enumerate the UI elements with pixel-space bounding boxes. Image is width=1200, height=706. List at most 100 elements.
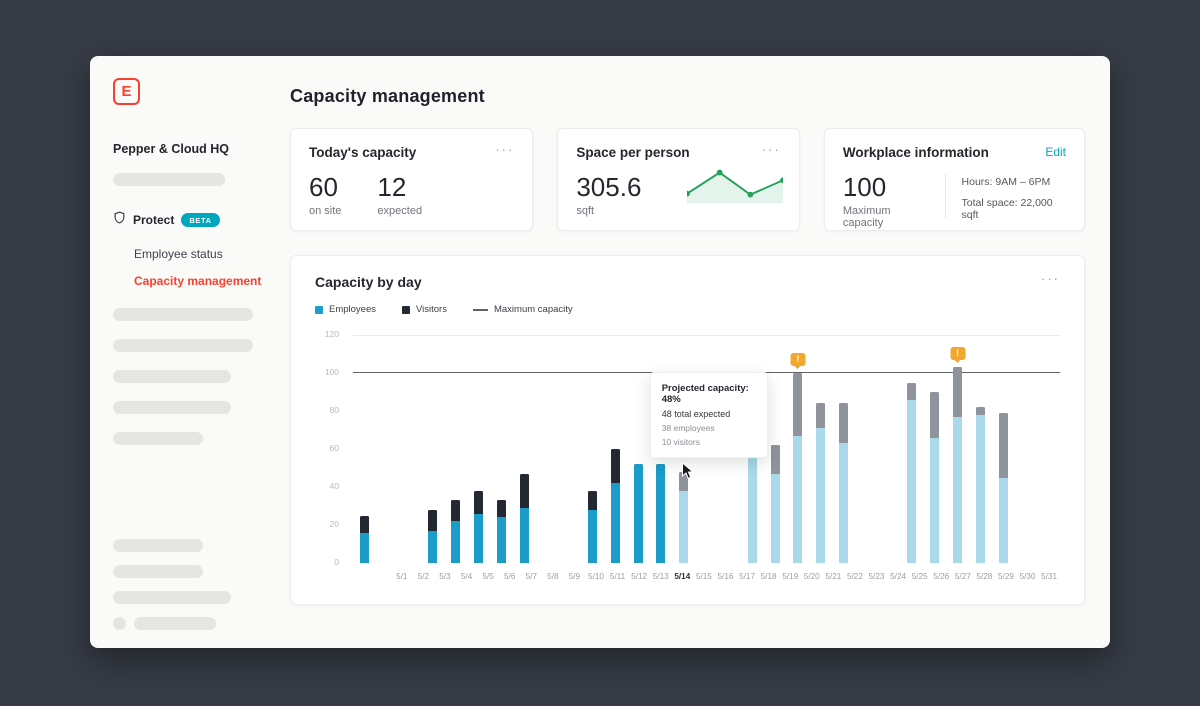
stacked-bar[interactable] [359,515,369,563]
bar-column-5/7[interactable] [490,335,513,563]
skeleton-bar [134,617,216,630]
x-label-5/5: 5/5 [482,572,494,581]
summary-cards: Today's capacity ··· 60 on site 12 expec… [290,128,1085,231]
employees-segment [359,532,369,563]
employees-segment [838,443,848,563]
stacked-bar[interactable] [519,473,529,563]
visitors-segment [428,509,438,531]
x-label-5/28: 5/28 [976,572,993,581]
visitors-segment [838,403,848,444]
sidebar-item-protect[interactable]: Protect BETA [113,211,290,229]
y-tick-20: 20 [329,519,339,529]
bar-column-5/10 [558,335,581,563]
stacked-bar[interactable] [770,445,780,563]
bar-column-5/13[interactable] [627,335,650,563]
x-label-5/29: 5/29 [998,572,1014,581]
card-workplace-information: Workplace information Edit 100 Maximum c… [823,128,1085,231]
bar-column-5/27[interactable]: ! [946,335,969,563]
plot-area: Projected capacity: 48% 48 total expecte… [353,335,1060,563]
stacked-bar[interactable] [793,373,803,563]
company-name: Pepper & Cloud HQ [113,142,229,156]
stacked-bar[interactable] [679,471,689,563]
x-label-5/26: 5/26 [933,572,950,581]
y-tick-40: 40 [329,481,339,491]
bar-column-5/11[interactable] [581,335,604,563]
stacked-bar[interactable] [610,449,620,563]
bar-column-5/1[interactable] [353,335,376,563]
bar-column-5/8[interactable] [513,335,536,563]
bar-column-5/25[interactable] [901,335,924,563]
bar-column-5/29[interactable] [992,335,1015,563]
edit-link[interactable]: Edit [1045,145,1066,159]
x-label-5/4: 5/4 [460,572,473,581]
over-capacity-warning-icon[interactable]: ! [790,353,806,366]
skeleton-bar [113,591,231,604]
x-axis: 5/1 5/2 5/3 5/4 5/5 5/6 5/7 5/8 5/9 5/10 5/11 5/12 5… [353,572,1060,581]
x-label-5/17: 5/17 [739,572,755,581]
x-label-5/23: 5/23 [868,572,885,581]
bar-column-5/14[interactable] [650,335,673,563]
more-options-icon[interactable]: ··· [1041,271,1060,286]
visitors-segment [451,500,461,522]
stacked-bar[interactable] [633,464,643,563]
y-tick-120: 120 [324,329,339,339]
bar-column-5/6[interactable] [467,335,490,563]
legend-item-employees: Employees [315,304,376,315]
skeleton-bar [113,565,203,578]
sidebar-item-employee-status[interactable]: Employee status [134,247,223,261]
stacked-bar[interactable] [588,490,598,563]
stacked-bar[interactable] [998,412,1008,563]
bar-column-5/26[interactable] [923,335,946,563]
bar-column-5/15[interactable] [672,335,695,563]
employees-segment [793,435,803,563]
visitors-segment [770,445,780,474]
stacked-bar[interactable] [838,403,848,563]
stacked-bar[interactable] [473,490,483,563]
bar-column-5/28[interactable] [969,335,992,563]
x-label-5/21: 5/21 [825,572,842,581]
bar-column-5/19[interactable] [764,335,787,563]
stacked-bar[interactable] [496,500,506,563]
envoy-logo-icon[interactable]: E [113,78,140,105]
over-capacity-warning-icon[interactable]: ! [950,347,966,361]
stacked-bar[interactable] [907,382,917,563]
bar-column-5/21[interactable] [809,335,832,563]
sparkline-chart [686,169,783,204]
bar-column-5/4[interactable] [421,335,444,563]
chart-legend: Employees Visitors Maximum capacity [315,304,1060,315]
stacked-bar[interactable] [451,500,461,563]
x-label-5/3: 5/3 [439,572,451,581]
stat-value: 305.6 [576,172,642,202]
employees-segment [610,483,620,563]
x-label-5/20: 5/20 [803,572,820,581]
bar-column-5/23 [855,335,878,563]
employees-segment [747,441,757,563]
stacked-bar[interactable] [930,392,940,563]
visitors-segment [473,490,483,514]
sidebar-item-capacity-management[interactable]: Capacity management [134,274,262,288]
sidebar-bottom-skeleton [113,526,231,630]
bar-column-5/22[interactable] [832,335,855,563]
x-label-5/1: 5/1 [396,572,408,581]
more-options-icon[interactable]: ··· [761,142,781,157]
stacked-bar[interactable] [975,407,985,563]
skeleton-bar [113,401,231,414]
bar-column-5/12[interactable] [604,335,627,563]
sidebar: E Pepper & Cloud HQ Protect BETA Employe… [90,56,290,648]
bar-column-5/5[interactable] [444,335,467,563]
more-options-icon[interactable]: ··· [495,142,515,157]
bar-column-5/20[interactable]: ! [786,335,809,563]
x-label-5/11: 5/11 [609,572,626,581]
stacked-bar[interactable] [953,367,963,563]
y-tick-100: 100 [324,367,339,377]
stacked-bar[interactable] [816,403,826,563]
stacked-bar[interactable] [656,464,666,563]
bar-column-5/31 [1037,335,1060,563]
employees-segment [975,414,985,563]
stat-value: 100 [842,172,887,202]
visitors-segment [998,412,1008,478]
stacked-bar[interactable] [428,509,438,563]
employees-segment [656,464,666,563]
x-label-5/13: 5/13 [652,572,669,581]
visitors-segment [907,382,917,400]
